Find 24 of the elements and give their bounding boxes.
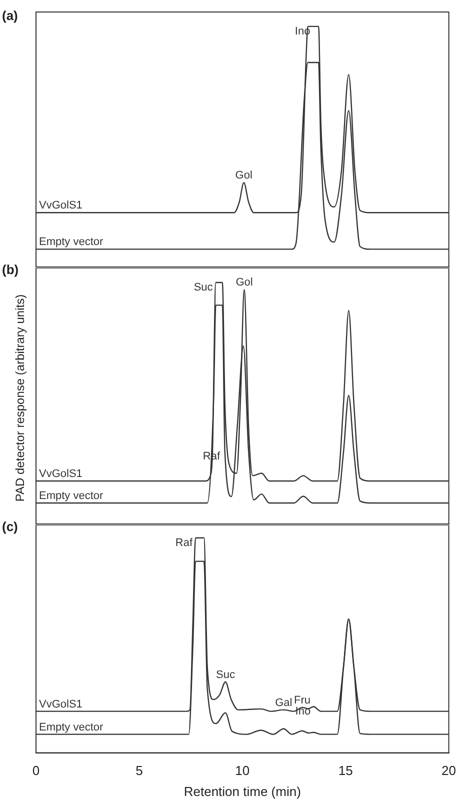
chart-title: (b) xyxy=(2,262,19,277)
series-label: Empty vector xyxy=(39,490,104,502)
x-tick-label: 20 xyxy=(442,763,456,778)
annotation: Raf xyxy=(175,536,194,549)
x-axis-title: Retention time (min) xyxy=(184,784,301,799)
y-axis-title: PAD detector response (arbitrary units) xyxy=(13,294,27,502)
annotation: Gol xyxy=(236,276,253,289)
annotation: Gal xyxy=(275,696,292,709)
series-label: Empty vector xyxy=(39,236,104,248)
x-tick-label: 15 xyxy=(338,763,353,778)
series-label: VvGolS1 xyxy=(39,200,82,212)
x-tick-label: 5 xyxy=(136,763,143,778)
x-tick-label: 10 xyxy=(235,763,250,778)
annotation: Gol xyxy=(235,170,252,182)
chart-title: (c) xyxy=(2,519,18,534)
series-label: Empty vector xyxy=(39,721,104,734)
annotation: Ino xyxy=(295,706,311,718)
x-tick-label: 0 xyxy=(32,763,40,778)
annotation: Fru xyxy=(294,694,310,706)
series-label: VvGolS1 xyxy=(39,468,82,480)
annotation: Suc xyxy=(216,668,236,681)
series-label: VvGolS1 xyxy=(39,698,82,710)
chart-title: (a) xyxy=(2,8,18,23)
annotation: Suc xyxy=(194,281,214,294)
